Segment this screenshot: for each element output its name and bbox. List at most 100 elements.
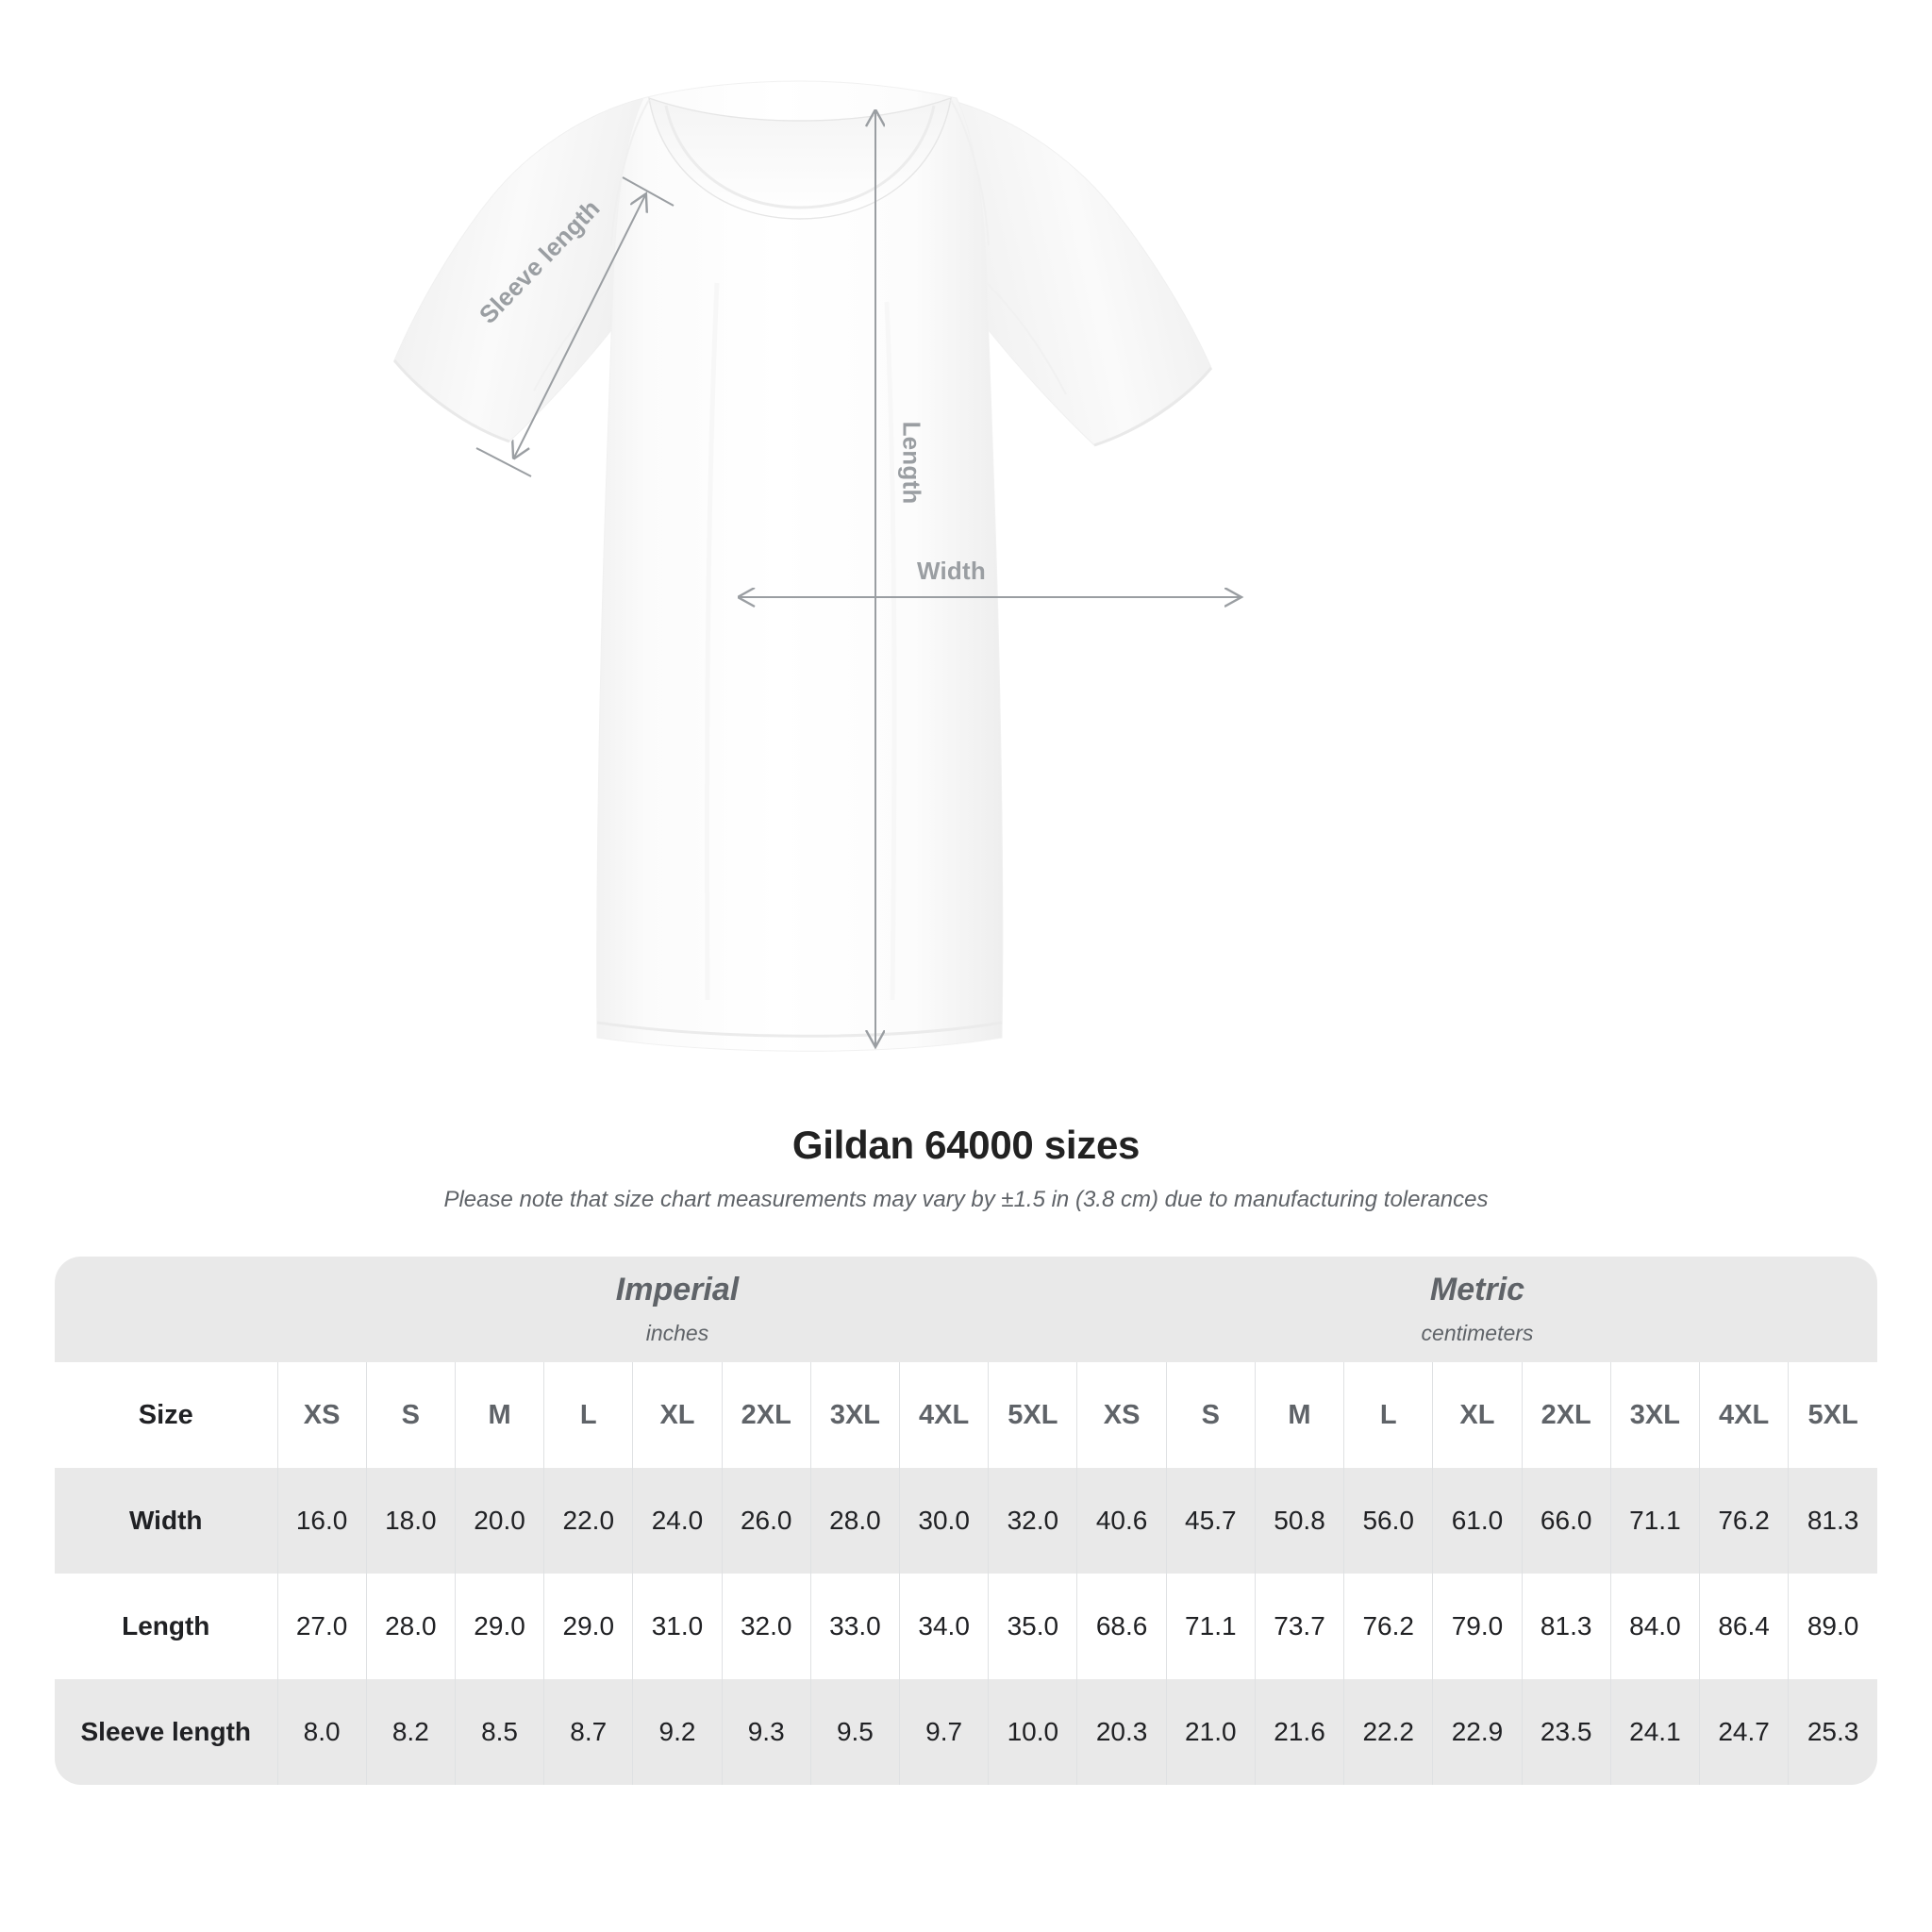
width-label: Width: [917, 557, 986, 585]
cell-sleeve-length-imperial-5xl: 10.0: [988, 1679, 1077, 1785]
cell-width-imperial-3xl: 28.0: [809, 1468, 900, 1574]
cell-sleeve-length-metric-4xl: 24.7: [1698, 1679, 1789, 1785]
size-header-metric-5xl: 5XL: [1788, 1362, 1877, 1468]
cell-sleeve-length-metric-2xl: 23.5: [1521, 1679, 1611, 1785]
sleeve-measure-arrow: [514, 195, 645, 458]
cell-width-imperial-4xl: 30.0: [899, 1468, 989, 1574]
cell-length-imperial-3xl: 33.0: [809, 1574, 900, 1679]
tshirt-diagram: Sleeve length Length Width: [392, 80, 1932, 1052]
size-header-imperial-4xl: 4XL: [899, 1362, 989, 1468]
cell-length-imperial-m: 29.0: [454, 1574, 544, 1679]
cell-sleeve-length-metric-xl: 22.9: [1432, 1679, 1523, 1785]
cell-length-metric-m: 73.7: [1254, 1574, 1344, 1679]
cell-length-metric-s: 71.1: [1165, 1574, 1256, 1679]
cell-length-metric-5xl: 89.0: [1788, 1574, 1877, 1679]
size-header-metric-m: M: [1254, 1362, 1344, 1468]
unit-group-name: Imperial: [615, 1271, 740, 1307]
tshirt-body-shape: [392, 80, 1213, 1052]
size-header-metric-xl: XL: [1432, 1362, 1523, 1468]
cell-width-imperial-l: 22.0: [543, 1468, 633, 1574]
unit-header-row: Imperial inches Metric centimeters: [55, 1257, 1877, 1362]
size-header-metric-s: S: [1165, 1362, 1256, 1468]
cell-sleeve-length-imperial-2xl: 9.3: [721, 1679, 811, 1785]
cell-sleeve-length-metric-xs: 20.3: [1076, 1679, 1167, 1785]
cell-length-metric-2xl: 81.3: [1521, 1574, 1611, 1679]
size-header-metric-xs: XS: [1076, 1362, 1167, 1468]
size-header-imperial-s: S: [365, 1362, 456, 1468]
size-header-imperial-xs: XS: [276, 1362, 367, 1468]
cell-length-metric-xs: 68.6: [1076, 1574, 1167, 1679]
cell-length-metric-xl: 79.0: [1432, 1574, 1523, 1679]
cell-length-imperial-xs: 27.0: [276, 1574, 367, 1679]
cell-width-metric-xl: 61.0: [1432, 1468, 1523, 1574]
measurement-lines: [475, 111, 1240, 1045]
cell-sleeve-length-imperial-xs: 8.0: [276, 1679, 367, 1785]
size-header-imperial-l: L: [543, 1362, 633, 1468]
size-header-metric-3xl: 3XL: [1609, 1362, 1700, 1468]
cell-length-metric-l: 76.2: [1343, 1574, 1433, 1679]
cell-width-imperial-s: 18.0: [365, 1468, 456, 1574]
cell-sleeve-length-metric-3xl: 24.1: [1609, 1679, 1700, 1785]
size-header-metric-4xl: 4XL: [1698, 1362, 1789, 1468]
sleeve-tick-top: [622, 176, 675, 207]
unit-group-metric: Metric centimeters: [1076, 1257, 1877, 1362]
cell-width-metric-2xl: 66.0: [1521, 1468, 1611, 1574]
cell-length-imperial-5xl: 35.0: [988, 1574, 1077, 1679]
cell-width-metric-s: 45.7: [1165, 1468, 1256, 1574]
cell-width-imperial-2xl: 26.0: [721, 1468, 811, 1574]
cell-width-imperial-m: 20.0: [454, 1468, 544, 1574]
unit-group-subtitle: centimeters: [1421, 1321, 1534, 1346]
page-title: Gildan 64000 sizes: [791, 1123, 1141, 1167]
cell-length-imperial-l: 29.0: [543, 1574, 633, 1679]
size-column-header: Size: [55, 1362, 277, 1468]
cell-sleeve-length-imperial-m: 8.5: [454, 1679, 544, 1785]
cell-length-imperial-2xl: 32.0: [721, 1574, 811, 1679]
cell-length-metric-3xl: 84.0: [1609, 1574, 1700, 1679]
cell-sleeve-length-imperial-4xl: 9.7: [899, 1679, 989, 1785]
unit-group-subtitle: inches: [645, 1321, 709, 1346]
cell-width-metric-m: 50.8: [1254, 1468, 1344, 1574]
cell-length-imperial-4xl: 34.0: [899, 1574, 989, 1679]
size-header-imperial-xl: XL: [632, 1362, 723, 1468]
cell-sleeve-length-imperial-xl: 9.2: [632, 1679, 723, 1785]
cell-width-imperial-xl: 24.0: [632, 1468, 723, 1574]
row-label-length: Length: [55, 1574, 277, 1679]
size-header-imperial-3xl: 3XL: [809, 1362, 900, 1468]
cell-sleeve-length-imperial-s: 8.2: [365, 1679, 456, 1785]
cell-length-metric-4xl: 86.4: [1698, 1574, 1789, 1679]
table-row: Width 16.0 18.0 20.0 22.0 24.0 26.0 28.0 30.0 32.…: [55, 1468, 1877, 1574]
cell-width-metric-xs: 40.6: [1076, 1468, 1167, 1574]
size-header-metric-l: L: [1343, 1362, 1433, 1468]
cell-sleeve-length-metric-s: 21.0: [1165, 1679, 1256, 1785]
unit-group-imperial: Imperial inches: [277, 1257, 1077, 1362]
size-table: Imperial inches Metric centimeters Size XS S M L…: [55, 1257, 1877, 1785]
cell-width-imperial-xs: 16.0: [276, 1468, 367, 1574]
size-header-imperial-2xl: 2XL: [721, 1362, 811, 1468]
cell-width-metric-4xl: 76.2: [1698, 1468, 1789, 1574]
size-header-imperial-m: M: [454, 1362, 544, 1468]
tolerance-note: Please note that size chart measurements…: [443, 1187, 1489, 1212]
table-row: Length 27.0 28.0 29.0 29.0 31.0 32.0 33.0 34.0 35…: [55, 1574, 1877, 1679]
cell-width-metric-3xl: 71.1: [1609, 1468, 1700, 1574]
row-label-width: Width: [55, 1468, 277, 1574]
size-header-row: Size XS S M L XL 2XL 3XL 4XL 5XL XS S M L XL 2XL 3XL 4XL 5…: [55, 1362, 1877, 1468]
unit-row-spacer: [55, 1257, 277, 1362]
cell-width-metric-l: 56.0: [1343, 1468, 1433, 1574]
cell-width-imperial-5xl: 32.0: [988, 1468, 1077, 1574]
table-row: Sleeve length 8.0 8.2 8.5 8.7 9.2 9.3 9.5 9.7 10.…: [55, 1679, 1877, 1785]
cell-sleeve-length-metric-l: 22.2: [1343, 1679, 1433, 1785]
cell-sleeve-length-metric-5xl: 25.3: [1788, 1679, 1877, 1785]
cell-sleeve-length-imperial-3xl: 9.5: [809, 1679, 900, 1785]
row-label-sleeve-length: Sleeve length: [55, 1679, 277, 1785]
cell-length-imperial-s: 28.0: [365, 1574, 456, 1679]
size-table-container: Imperial inches Metric centimeters Size XS S M L…: [55, 1257, 1877, 1785]
length-label: Length: [897, 421, 926, 505]
tshirt-illustration: [392, 80, 1932, 1052]
size-header-metric-2xl: 2XL: [1521, 1362, 1611, 1468]
sleeve-tick-bottom: [475, 447, 532, 477]
size-header-imperial-5xl: 5XL: [988, 1362, 1077, 1468]
title-block: Gildan 64000 sizes Please note that size…: [0, 1113, 1932, 1213]
cell-width-metric-5xl: 81.3: [1788, 1468, 1877, 1574]
cell-sleeve-length-metric-m: 21.6: [1254, 1679, 1344, 1785]
